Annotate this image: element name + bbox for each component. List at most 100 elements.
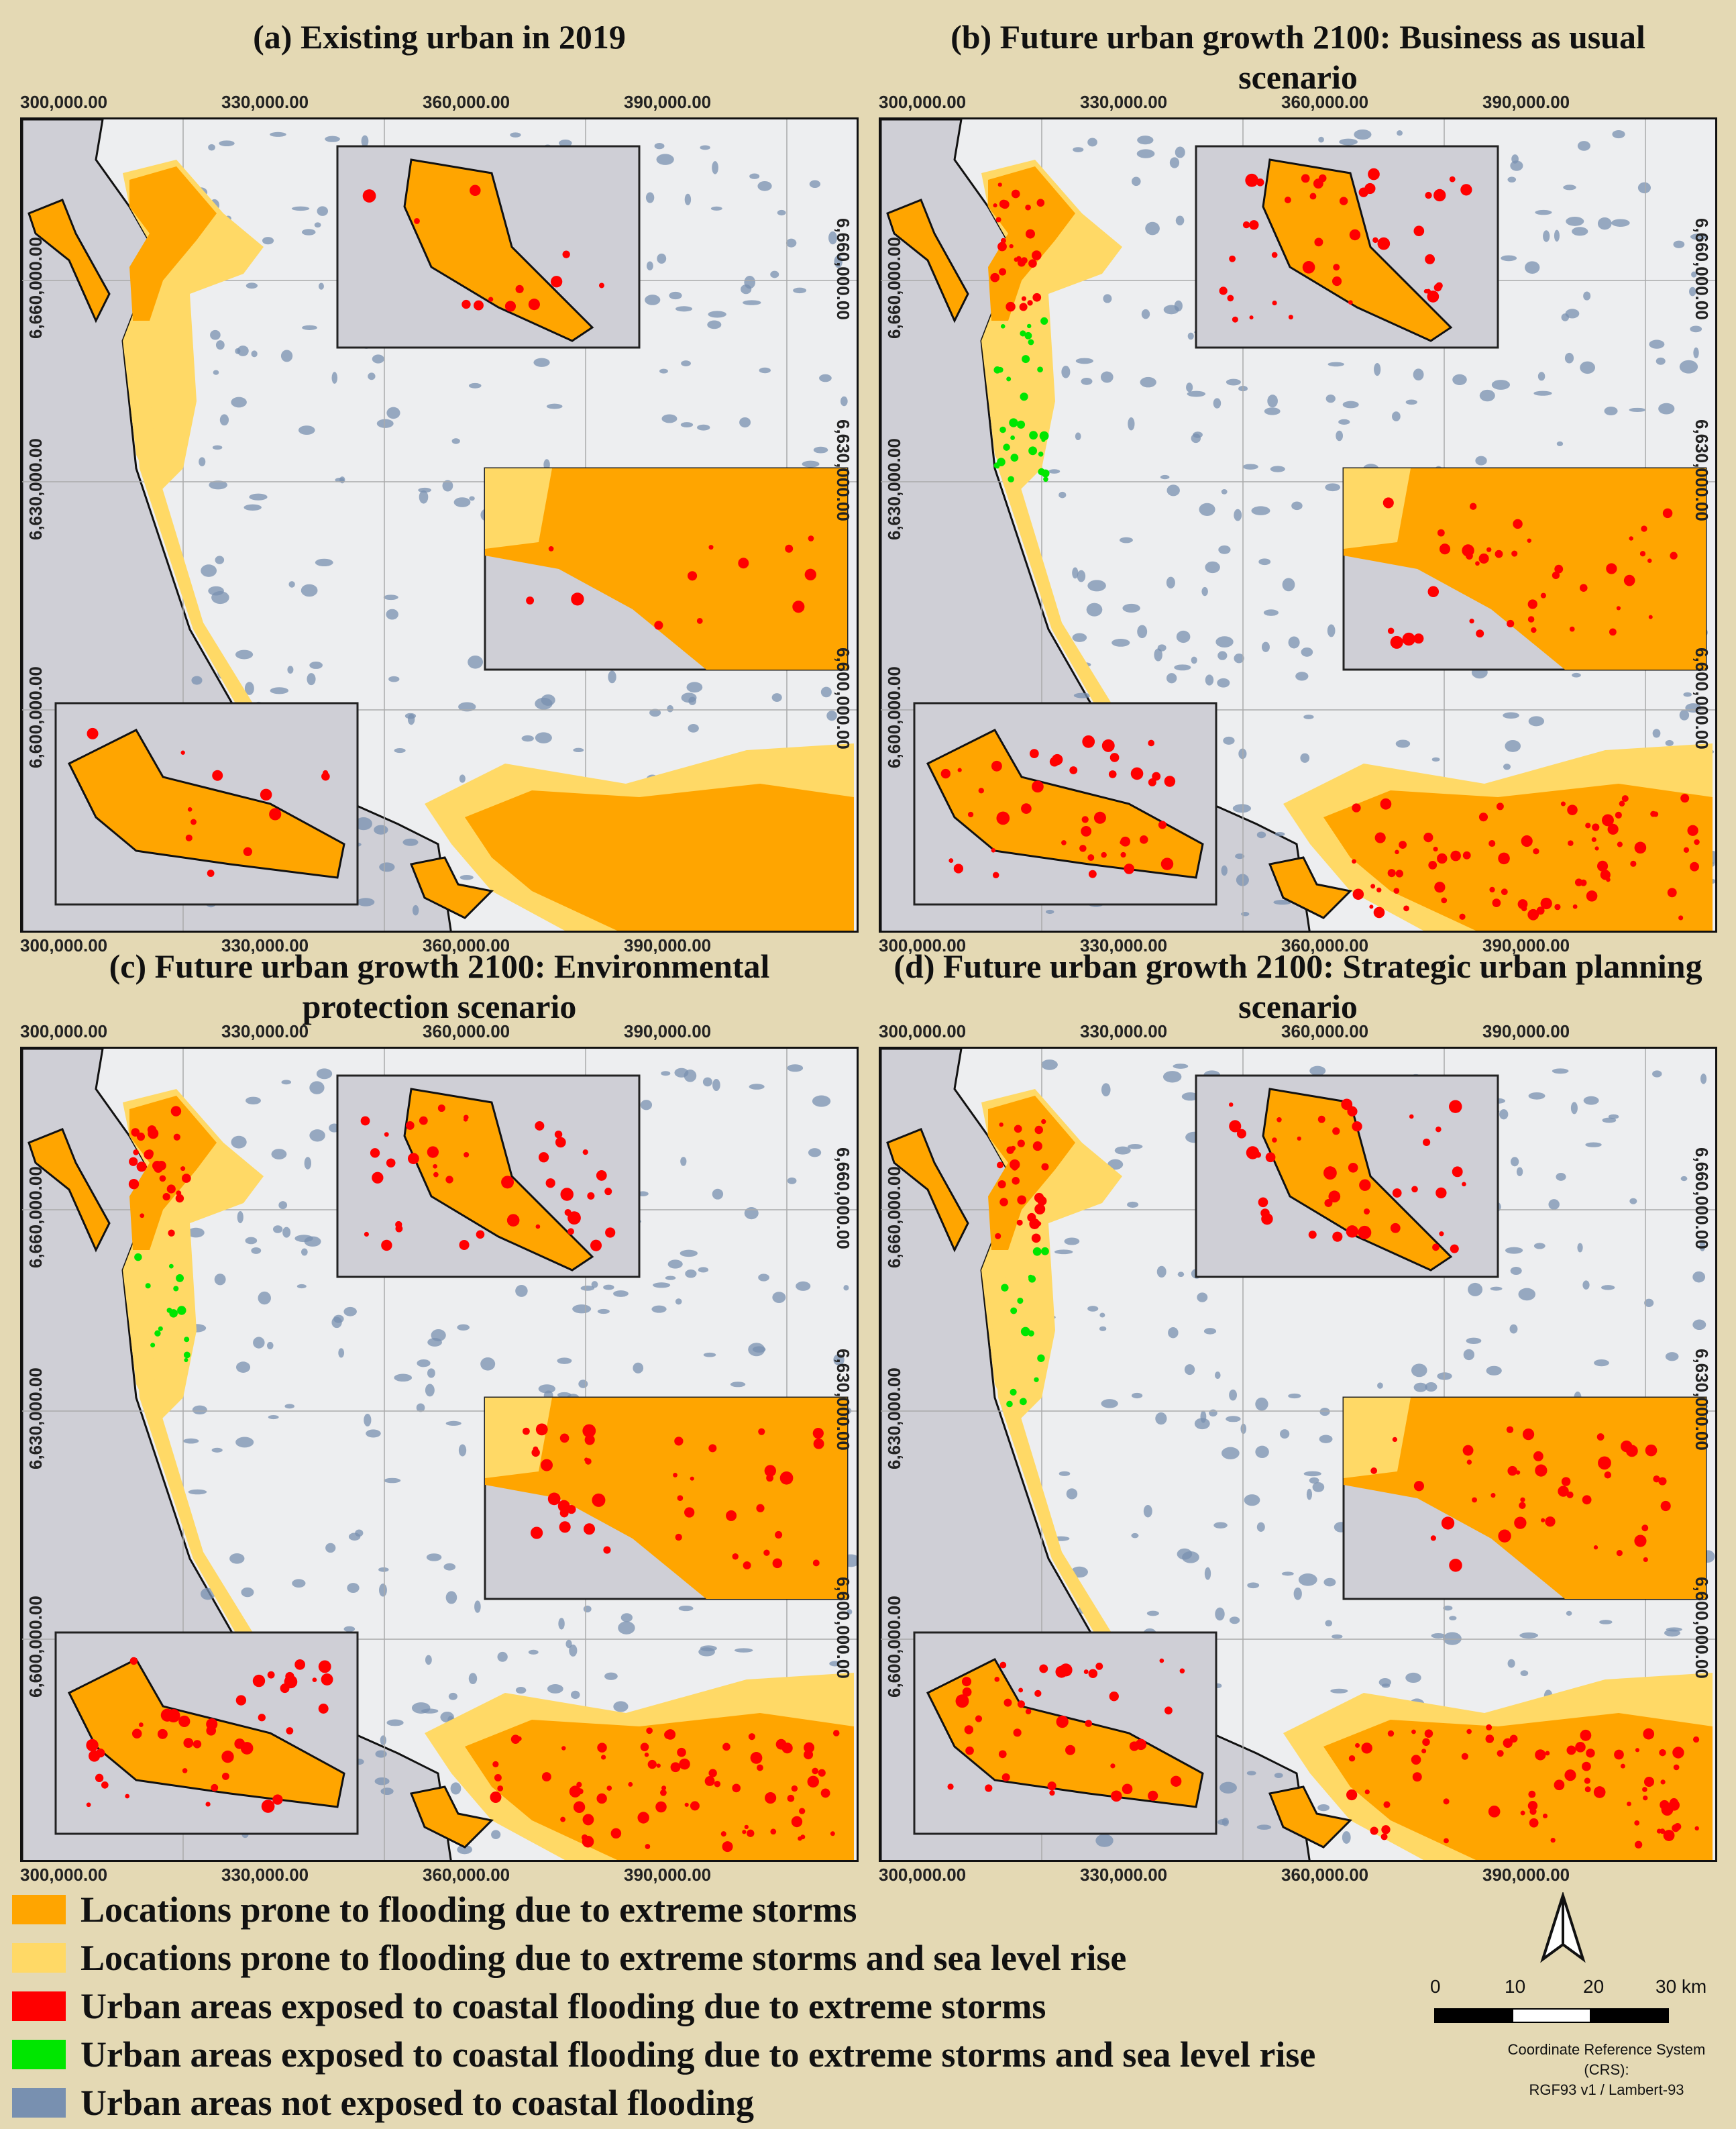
urban-area — [1136, 149, 1155, 158]
inset-land — [1344, 468, 1706, 670]
urban-area — [380, 1787, 394, 1796]
inset-exposed-area — [433, 1163, 437, 1169]
exposed-urban-area — [492, 1761, 499, 1768]
urban-area — [304, 1157, 312, 1170]
x-tick-label: 330,000.00 — [1080, 92, 1168, 112]
urban-area — [1665, 739, 1674, 746]
exposed-urban-area — [1485, 1734, 1495, 1743]
urban-area — [210, 329, 221, 340]
urban-area — [1184, 1364, 1195, 1375]
inset-exposed-area — [1013, 1728, 1022, 1737]
urban-area — [271, 1149, 287, 1159]
urban-area — [787, 1177, 797, 1184]
exposed-urban-area — [1036, 199, 1045, 207]
urban-area — [1258, 558, 1271, 566]
urban-area — [253, 1337, 265, 1349]
exposed-urban-area — [1582, 1761, 1591, 1771]
inset-exposed-area — [812, 1428, 824, 1439]
exposed-urban-area — [1348, 1755, 1356, 1762]
inset-exposed-area — [673, 1473, 677, 1477]
inset-exposed-area — [1609, 628, 1617, 636]
urban-area — [219, 140, 235, 147]
inset-exposed-area — [1511, 550, 1518, 557]
exposed-urban-area — [1694, 1826, 1699, 1831]
inset-exposed-area — [125, 1794, 130, 1799]
urban-area — [1466, 1337, 1482, 1344]
inset-exposed-area — [1120, 836, 1131, 847]
urban-area — [1629, 1198, 1637, 1204]
inset-exposed-area — [408, 1153, 419, 1165]
urban-area — [335, 477, 345, 482]
exposed-urban-area — [1667, 888, 1677, 898]
inset-exposed-area — [1339, 197, 1348, 205]
inset-map — [484, 1396, 849, 1600]
inset-exposed-area — [464, 1151, 470, 1158]
urban-area — [394, 1373, 413, 1382]
urban-area — [1154, 648, 1162, 662]
exposed-urban-area — [655, 1801, 667, 1813]
urban-area — [1577, 141, 1590, 151]
exposed-urban-area — [1021, 296, 1026, 301]
inset-exposed-area — [1284, 197, 1291, 203]
urban-area — [1256, 831, 1266, 839]
exposed-urban-area — [1584, 1777, 1590, 1784]
inset-exposed-area — [1314, 238, 1323, 247]
flood-zone-storm — [465, 784, 854, 931]
inset-exposed-area — [1540, 592, 1546, 599]
urban-area — [325, 136, 340, 142]
exposed-urban-area — [1635, 1748, 1640, 1753]
urban-area — [847, 1609, 853, 1615]
urban-area — [1528, 1092, 1545, 1100]
urban-area — [1072, 567, 1079, 579]
urban-area — [1475, 456, 1487, 466]
inset-exposed-area — [1101, 851, 1107, 858]
inset-exposed-area — [1347, 1106, 1358, 1117]
urban-area — [480, 1357, 496, 1371]
inset-exposed-area — [1059, 1663, 1073, 1677]
exposed-urban-area — [1617, 841, 1623, 847]
inset-exposed-area — [1348, 1162, 1358, 1173]
inset-map — [913, 1631, 1217, 1835]
urban-area — [697, 424, 710, 431]
exposed-urban-area — [637, 1812, 649, 1824]
urban-area — [209, 480, 227, 490]
map-base — [22, 1049, 857, 1860]
inset-exposed-area — [1236, 1129, 1246, 1139]
inset-exposed-area — [1475, 561, 1480, 566]
urban-area — [1214, 1371, 1221, 1380]
exposed-urban-area — [180, 1166, 186, 1172]
exposed-urban-area — [173, 1133, 180, 1141]
urban-area — [1413, 368, 1424, 381]
exposed-urban-area — [684, 1802, 689, 1807]
exposed-urban-area — [1643, 1728, 1655, 1740]
inset-exposed-area — [131, 1728, 142, 1739]
inset-exposed-area — [738, 558, 749, 569]
inset-exposed-area — [235, 1695, 247, 1706]
urban-area — [1565, 309, 1580, 319]
inset-exposed-area — [1288, 315, 1293, 320]
inset-map — [336, 145, 641, 349]
flood-zone-storm — [886, 199, 969, 323]
urban-area — [1583, 291, 1591, 301]
urban-area — [1111, 639, 1130, 647]
island — [1268, 856, 1353, 919]
inset-exposed-area — [205, 1802, 211, 1807]
urban-area — [291, 206, 310, 211]
urban-area — [1075, 432, 1081, 440]
urban-area — [1518, 1288, 1536, 1301]
inset-exposed-area — [260, 788, 272, 801]
inset-exposed-area — [183, 1738, 194, 1748]
urban-area — [459, 875, 474, 880]
urban-area — [772, 1292, 786, 1303]
urban-area — [1554, 229, 1560, 242]
inset-map — [1195, 145, 1499, 349]
exposed-urban-area — [1596, 860, 1609, 872]
urban-area — [678, 1605, 694, 1612]
urban-area — [1689, 287, 1696, 297]
inset-exposed-area — [427, 1146, 439, 1158]
urban-area — [235, 650, 254, 660]
exposed-urban-area — [1621, 795, 1629, 802]
exposed-urban-area — [1373, 906, 1385, 919]
urban-area — [1673, 240, 1685, 248]
exposed-urban-area-slr — [1024, 331, 1032, 340]
